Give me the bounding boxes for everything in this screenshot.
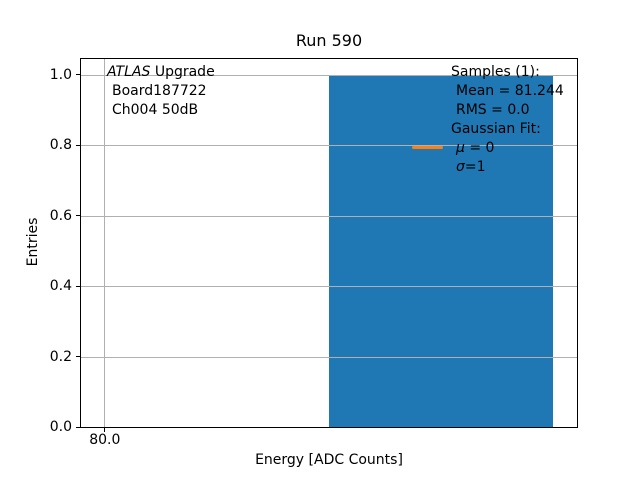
x-tick-label: 80.0 bbox=[89, 432, 121, 448]
gridline-horizontal bbox=[81, 145, 577, 147]
gaussian-fit-line bbox=[412, 146, 443, 149]
chart-title: Run 590 bbox=[295, 31, 363, 50]
y-tick-label: 1.0 bbox=[49, 66, 72, 83]
y-tick-mark bbox=[76, 285, 80, 287]
fit-header: Gaussian Fit: bbox=[451, 121, 541, 137]
mu-value: μ = 0 bbox=[451, 139, 564, 158]
sigma-rest: =1 bbox=[464, 159, 486, 175]
samples-header: Samples (1): bbox=[451, 64, 540, 80]
sigma-value: σ=1 bbox=[451, 158, 564, 177]
y-tick-label: 0.0 bbox=[49, 419, 72, 435]
rms-value: RMS = 0.0 bbox=[456, 102, 530, 118]
annotation-right: Samples (1): Mean = 81.244 RMS = 0.0 Gau… bbox=[451, 63, 564, 177]
mu-rest: = 0 bbox=[464, 140, 495, 156]
y-tick-mark bbox=[76, 215, 80, 217]
y-tick-mark bbox=[76, 144, 80, 146]
board-label: Board187722 bbox=[112, 83, 207, 99]
plot-area: ATLAS Upgrade Board187722 Ch004 50dB Sam… bbox=[80, 58, 578, 428]
y-tick-mark bbox=[76, 356, 80, 358]
x-tick-mark bbox=[104, 428, 106, 432]
histogram-bar bbox=[329, 74, 553, 427]
experiment-name: ATLAS bbox=[107, 64, 151, 80]
x-axis-label: Energy [ADC Counts] bbox=[255, 452, 403, 468]
gridline-horizontal bbox=[81, 215, 577, 217]
annotation-left: ATLAS Upgrade Board187722 Ch004 50dB bbox=[107, 63, 215, 120]
y-tick-label: 0.6 bbox=[49, 207, 72, 224]
experiment-label: ATLAS Upgrade bbox=[107, 63, 215, 82]
gridline-vertical bbox=[104, 59, 106, 427]
gridline-horizontal bbox=[81, 74, 577, 76]
y-tick-mark bbox=[76, 74, 80, 76]
y-tick-mark bbox=[76, 426, 80, 428]
experiment-suffix: Upgrade bbox=[150, 64, 215, 80]
gridline-horizontal bbox=[81, 356, 577, 358]
y-tick-label: 0.4 bbox=[49, 278, 72, 295]
sigma-symbol: σ bbox=[456, 159, 465, 175]
y-axis-label: Entries bbox=[25, 217, 41, 267]
mu-symbol: μ bbox=[456, 140, 465, 156]
gridline-horizontal bbox=[81, 286, 577, 288]
y-tick-label: 0.2 bbox=[49, 348, 72, 365]
mean-value: Mean = 81.244 bbox=[456, 83, 564, 99]
y-tick-label: 0.8 bbox=[49, 137, 72, 154]
channel-label: Ch004 50dB bbox=[112, 102, 199, 118]
